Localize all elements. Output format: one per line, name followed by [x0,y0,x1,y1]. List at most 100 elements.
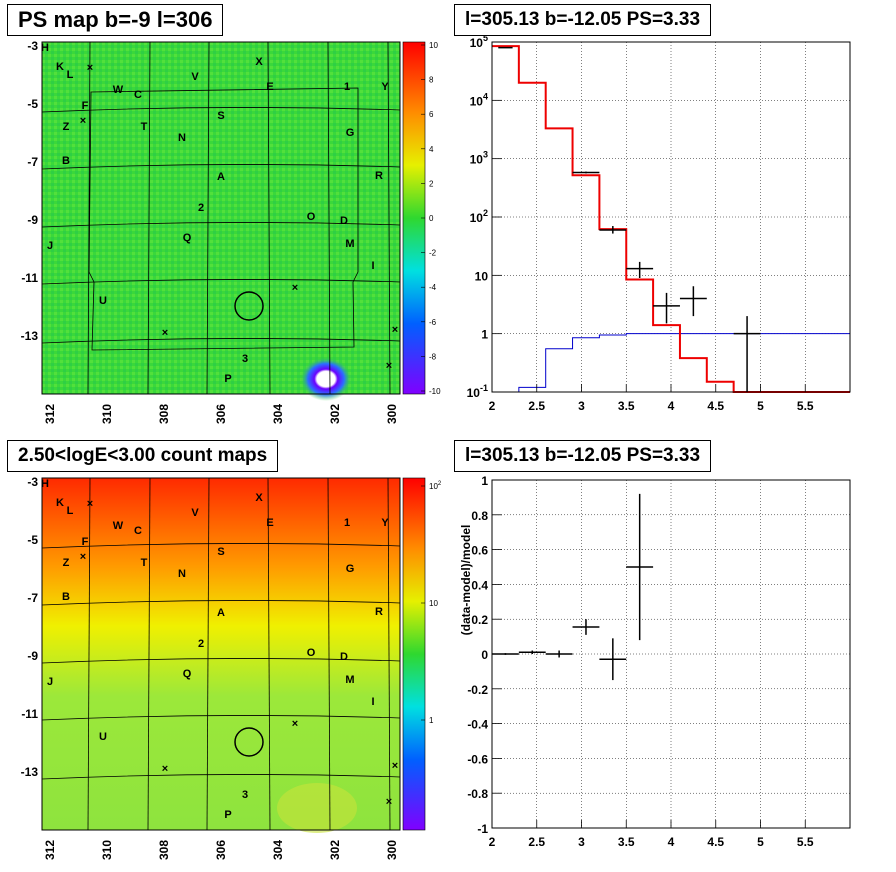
y-tick-label: -0.8 [467,787,488,801]
source-cross-mark: × [162,327,168,339]
lat-line [41,107,401,113]
map-x-tick-label: 304 [271,840,285,860]
source-cross-mark: × [386,796,392,808]
map-x-tick-label: 306 [214,840,228,860]
map-frame [41,477,401,831]
source-label: I [371,260,374,272]
source-label: L [67,505,74,517]
y-tick-label: 0.8 [471,509,488,523]
x-tick-label: 3 [578,835,585,849]
map-x-tick-label: 300 [385,840,399,860]
source-label: K [56,497,64,509]
source-label: Y [381,81,389,93]
map-y-tick-label: -5 [27,97,38,111]
source-label: X [255,56,263,68]
source-label: H [41,478,49,490]
source-label: V [191,71,199,83]
y-tick-label: -0.6 [467,752,488,766]
x-tick-label: 2 [489,399,496,413]
colorbar [402,477,426,831]
source-label: N [178,568,186,580]
x-tick-label: 2.5 [528,399,545,413]
source-label: M [345,674,354,686]
residual-title: l=305.13 b=-12.05 PS=3.33 [454,440,712,472]
source-cross-mark: × [87,498,93,510]
y-tick-label: -1 [477,822,488,836]
colorbar-tick-label: 8 [429,76,434,85]
map-background [42,478,400,830]
source-label: 1 [344,81,350,93]
source-label: S [217,546,224,558]
source-cross-mark: × [386,360,392,372]
x-tick-label: 5 [757,399,764,413]
source-label: M [345,238,354,250]
source-label: T [141,557,148,569]
source-label: O [307,647,316,659]
source-cross-mark: × [292,718,298,730]
source-label: 2 [198,638,204,650]
y-tick-label: -0.2 [467,683,488,697]
y-tick-label: 105 [470,33,488,50]
source-label: P [224,373,231,385]
colorbar-tick-label: 2 [429,179,434,188]
source-label: V [191,507,199,519]
source-cross-mark: × [392,324,398,336]
source-label: O [307,211,316,223]
source-label: D [340,651,348,663]
x-tick-label: 3.5 [618,835,635,849]
source-label: U [99,295,107,307]
source-cross-mark: × [392,760,398,772]
source-cross-mark: × [80,115,86,127]
source-label: T [141,121,148,133]
source-label: 1 [344,517,350,529]
source-label: C [134,525,142,537]
map-x-tick-label: 302 [328,404,342,424]
source-label: E [266,517,273,529]
x-tick-label: 4 [668,835,675,849]
source-label: Q [183,668,192,680]
x-tick-label: 5.5 [797,399,814,413]
colorbar-tick-label: -10 [429,387,441,396]
source-label: B [62,591,70,603]
colorbar-tick-label: -2 [429,249,437,258]
bright-source-hotspot [300,357,352,401]
source-label: I [371,696,374,708]
map-x-tick-label: 304 [271,404,285,424]
y-tick-label: 10 [475,269,489,283]
source-label: P [224,809,231,821]
lon-line [327,477,331,831]
lon-line [206,477,210,831]
y-tick-label: 1 [481,474,488,488]
x-tick-label: 2 [489,835,496,849]
y-tick-label: 0.6 [471,544,488,558]
lon-line [267,477,271,831]
source-label: S [217,110,224,122]
source-label: E [266,81,273,93]
map-y-tick-label: -5 [27,533,38,547]
lon-line [327,41,331,395]
lat-line [41,774,401,780]
map-x-tick-label: 306 [214,404,228,424]
colorbar-tick-label: 0 [429,214,434,223]
source-label: F [82,536,89,548]
map-y-tick-label: -9 [27,649,38,663]
source-label: Z [63,121,70,133]
map-x-tick-label: 310 [100,404,114,424]
y-tick-label: 0.2 [471,613,488,627]
source-label: A [217,171,225,183]
y-tick-label: -0.4 [467,718,488,732]
source-label: N [178,132,186,144]
source-label: W [113,84,124,96]
colorbar-tick-label: -4 [429,283,437,292]
map1-title: PS map b=-9 l=306 [7,4,224,36]
bright-region [277,783,357,833]
map-x-tick-label: 308 [157,404,171,424]
y-tick-label: 103 [470,150,488,167]
source-label: K [56,61,64,73]
residual-y-axis-label: (data-model)/model [459,525,473,636]
lat-line [41,715,401,721]
lon-line [387,477,391,831]
point-source-model-line [492,333,850,393]
y-tick-label: 1 [481,328,488,342]
source-cross-mark: × [162,763,168,775]
